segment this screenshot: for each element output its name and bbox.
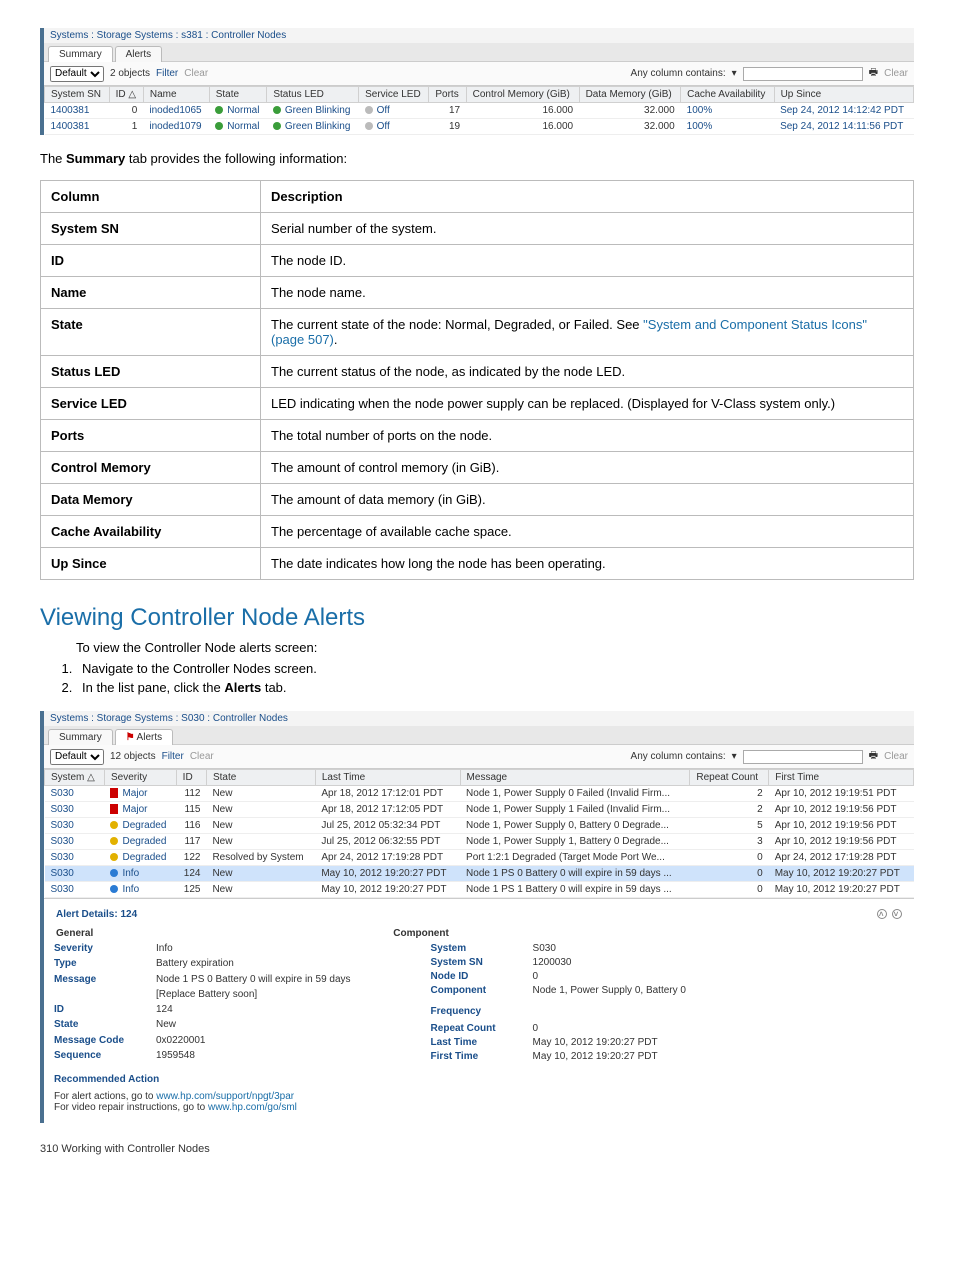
- col-id-2[interactable]: ID: [176, 770, 206, 786]
- step-2: In the list pane, click the Alerts tab.: [76, 680, 914, 695]
- frequency-header: Frequency: [431, 1006, 686, 1017]
- printer-icon[interactable]: 🖶: [869, 65, 878, 82]
- col-status-led[interactable]: Status LED: [267, 87, 359, 103]
- col-id[interactable]: ID △: [109, 87, 143, 103]
- table-row: System SNSerial number of the system.: [41, 213, 914, 245]
- step-1: Navigate to the Controller Nodes screen.: [76, 661, 914, 676]
- general-header: General: [56, 928, 93, 939]
- col-system[interactable]: System △: [45, 770, 105, 786]
- tabs-row: Summary Alerts: [44, 43, 914, 62]
- summary-screenshot: Systems : Storage Systems : s381 : Contr…: [40, 28, 914, 135]
- window-title: Systems : Storage Systems : s381 : Contr…: [44, 28, 914, 43]
- component-kv: SystemS030System SN1200030Node ID0Compon…: [431, 943, 686, 996]
- table-row[interactable]: S030Major115NewApr 18, 2012 17:12:05 PDT…: [45, 802, 914, 818]
- window-title-2: Systems : Storage Systems : S030 : Contr…: [44, 711, 914, 726]
- any-column-label-2: Any column contains:: [631, 751, 726, 762]
- doc-table: Column Description System SNSerial numbe…: [40, 180, 914, 580]
- page-footer: 310 Working with Controller Nodes: [40, 1143, 914, 1155]
- filter-link-2[interactable]: Filter: [162, 751, 184, 762]
- object-count-2: 12 objects: [110, 751, 156, 762]
- any-column-dropdown-icon-2[interactable]: ▾: [732, 751, 737, 762]
- table-row[interactable]: S030Info125NewMay 10, 2012 19:20:27 PDTN…: [45, 882, 914, 898]
- table-row: StateThe current state of the node: Norm…: [41, 309, 914, 356]
- col-state-2[interactable]: State: [206, 770, 315, 786]
- group-select[interactable]: Default: [50, 66, 104, 82]
- table-row: Status LEDThe current status of the node…: [41, 356, 914, 388]
- frequency-kv: Repeat Count0Last TimeMay 10, 2012 19:20…: [431, 1023, 686, 1062]
- general-kv: SeverityInfoTypeBattery expirationMessag…: [54, 943, 351, 1062]
- object-count: 2 objects: [110, 68, 150, 79]
- group-select-2[interactable]: Default: [50, 749, 104, 765]
- table-row[interactable]: S030Info124NewMay 10, 2012 19:20:27 PDTN…: [45, 866, 914, 882]
- tab-alerts-2[interactable]: ⚑Alerts: [115, 729, 174, 745]
- col-data-mem[interactable]: Data Memory (GiB): [579, 87, 681, 103]
- tab-alerts[interactable]: Alerts: [115, 46, 163, 62]
- filter-bar-2: Default 12 objects Filter Clear Any colu…: [44, 745, 914, 769]
- col-system-sn[interactable]: System SN: [45, 87, 110, 103]
- tab-summary-2[interactable]: Summary: [48, 729, 113, 745]
- table-row: PortsThe total number of ports on the no…: [41, 420, 914, 452]
- clear-link-2[interactable]: Clear: [884, 68, 908, 79]
- printer-icon-2[interactable]: 🖶: [869, 748, 878, 765]
- clear-link-3[interactable]: Clear: [190, 751, 214, 762]
- doc-col-column: Column: [41, 181, 261, 213]
- table-row: NameThe node name.: [41, 277, 914, 309]
- table-row[interactable]: S030Degraded122Resolved by SystemApr 24,…: [45, 850, 914, 866]
- table-row: Cache AvailabilityThe percentage of avai…: [41, 516, 914, 548]
- details-collapse-icons[interactable]: ˄ ˅: [877, 909, 902, 920]
- table-row: Control MemoryThe amount of control memo…: [41, 452, 914, 484]
- filter-bar: Default 2 objects Filter Clear Any colum…: [44, 62, 914, 86]
- table-row[interactable]: 14003810inoded1065NormalGreen BlinkingOf…: [45, 103, 914, 119]
- col-service-led[interactable]: Service LED: [359, 87, 429, 103]
- col-control-mem[interactable]: Control Memory (GiB): [466, 87, 579, 103]
- table-row: Up SinceThe date indicates how long the …: [41, 548, 914, 580]
- clear-link-4[interactable]: Clear: [884, 751, 908, 762]
- component-header: Component: [393, 928, 449, 939]
- doc-col-description: Description: [261, 181, 914, 213]
- section-heading: Viewing Controller Node Alerts: [40, 604, 914, 632]
- table-row[interactable]: S030Degraded117NewJul 25, 2012 06:32:55 …: [45, 834, 914, 850]
- alerts-screenshot: Systems : Storage Systems : S030 : Contr…: [40, 711, 914, 1123]
- recommended-action-header: Recommended Action: [54, 1074, 904, 1085]
- col-cache[interactable]: Cache Availability: [681, 87, 774, 103]
- search-input[interactable]: [743, 67, 863, 81]
- alerts-grid: System △ Severity ID State Last Time Mes…: [44, 769, 914, 898]
- alert-details: Alert Details: 124 ˄ ˅ General Component…: [44, 898, 914, 1123]
- table-row: IDThe node ID.: [41, 245, 914, 277]
- col-ports[interactable]: Ports: [429, 87, 466, 103]
- alert-tab-icon: ⚑: [126, 732, 135, 743]
- tabs-row-2: Summary ⚑Alerts: [44, 726, 914, 745]
- table-row[interactable]: S030Major112NewApr 18, 2012 17:12:01 PDT…: [45, 786, 914, 802]
- col-up-since[interactable]: Up Since: [774, 87, 913, 103]
- table-row: Service LEDLED indicating when the node …: [41, 388, 914, 420]
- table-row: Data MemoryThe amount of data memory (in…: [41, 484, 914, 516]
- table-row[interactable]: S030Degraded116NewJul 25, 2012 05:32:34 …: [45, 818, 914, 834]
- col-message[interactable]: Message: [460, 770, 690, 786]
- summary-intro: The Summary tab provides the following i…: [40, 151, 914, 166]
- col-severity[interactable]: Severity: [104, 770, 176, 786]
- clear-link[interactable]: Clear: [184, 68, 208, 79]
- search-input-2[interactable]: [743, 750, 863, 764]
- steps-list: Navigate to the Controller Nodes screen.…: [76, 661, 914, 695]
- any-column-label: Any column contains:: [631, 68, 726, 79]
- col-first-time[interactable]: First Time: [769, 770, 914, 786]
- any-column-dropdown-icon[interactable]: ▾: [732, 68, 737, 79]
- col-state[interactable]: State: [209, 87, 267, 103]
- rec-lines: For alert actions, go to www.hp.com/supp…: [54, 1091, 904, 1113]
- details-title: Alert Details: 124 ˄ ˅: [54, 905, 904, 924]
- filter-link[interactable]: Filter: [156, 68, 178, 79]
- table-row[interactable]: 14003811inoded1079NormalGreen BlinkingOf…: [45, 119, 914, 135]
- tab-summary[interactable]: Summary: [48, 46, 113, 62]
- summary-grid: System SN ID △ Name State Status LED Ser…: [44, 86, 914, 135]
- section-intro: To view the Controller Node alerts scree…: [76, 640, 914, 655]
- col-last-time[interactable]: Last Time: [315, 770, 460, 786]
- col-name[interactable]: Name: [143, 87, 209, 103]
- col-repeat[interactable]: Repeat Count: [690, 770, 769, 786]
